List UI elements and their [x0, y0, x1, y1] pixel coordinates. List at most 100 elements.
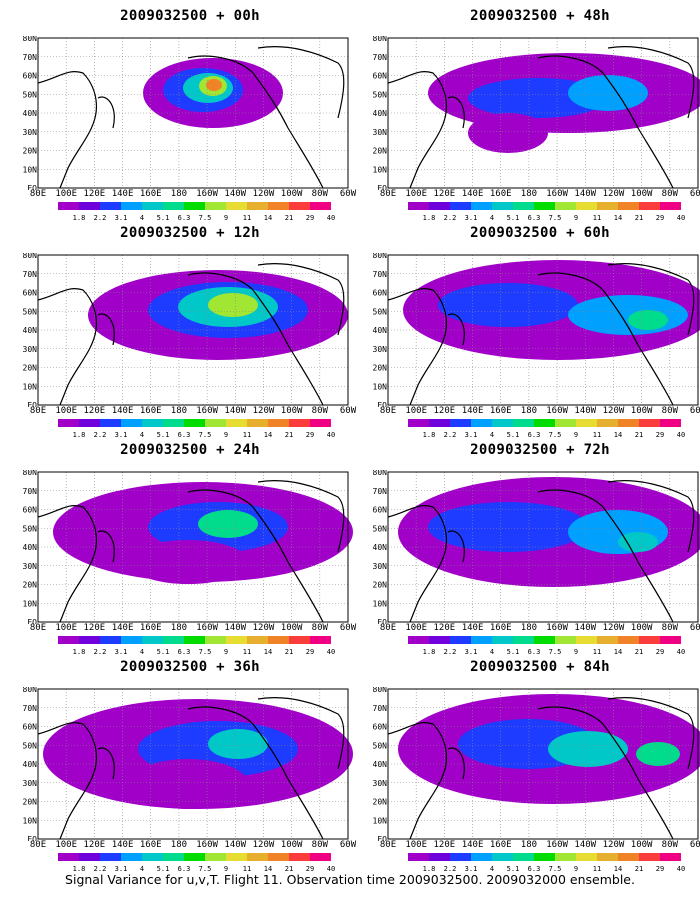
- map-frame: [387, 37, 699, 189]
- colorbar-swatch: [555, 419, 576, 427]
- longitude-label: 120E: [433, 189, 456, 199]
- longitude-label: 120E: [433, 840, 456, 850]
- colorbar-swatch: [471, 853, 492, 861]
- coastline: [37, 46, 345, 189]
- colorbar-swatch: [184, 636, 205, 644]
- colorbar-label: 1.8: [422, 865, 436, 873]
- variance-shading: [568, 75, 648, 111]
- colorbar-swatch: [289, 419, 310, 427]
- longitude-axis: 80E 100E 120E 140E 160E 180 160W 140W 120W 100W 80…: [370, 623, 700, 635]
- colorbar-label: 3.1: [114, 865, 128, 873]
- longitude-label: 120W: [252, 406, 275, 416]
- colorbar-swatch: [618, 419, 639, 427]
- longitude-label: 80W: [661, 840, 678, 850]
- colorbar-swatch: [513, 636, 534, 644]
- longitude-label: 160W: [196, 840, 218, 850]
- latitude-label: 60N: [23, 723, 38, 732]
- colorbar-label: 21: [634, 431, 644, 439]
- colorbar-label: 40: [326, 214, 336, 222]
- colorbar-swatch: [268, 202, 289, 210]
- latitude-label: 70N: [373, 704, 388, 713]
- longitude-label: 180: [520, 840, 538, 850]
- coastline: [387, 46, 695, 189]
- colorbar-swatch: [534, 202, 555, 210]
- colorbar-label: 21: [634, 865, 644, 873]
- latitude-label: 70N: [373, 270, 388, 279]
- colorbar-swatch: [576, 419, 597, 427]
- longitude-axis: 80E 100E 120E 140E 160E 180 160W 140W 120W 100W 80…: [20, 623, 360, 635]
- colorbar-label: 2.2: [93, 431, 107, 439]
- variance-map: 80N 70N 60N 50N 40N 30N 20N 10N EQ: [373, 687, 700, 841]
- colorbar-swatch: [534, 853, 555, 861]
- coastline: [37, 263, 345, 406]
- variance-shading: [548, 731, 628, 767]
- colorbar: 1.8 2.2 3.1 4 5.1 6.3 7.5 9 11 14 21 29 40: [20, 419, 360, 445]
- colorbar-label: 6.3: [177, 648, 191, 656]
- longitude-label: 180: [520, 189, 538, 199]
- colorbar-label: 4: [139, 648, 145, 656]
- variance-shading: [198, 510, 258, 538]
- longitude-label: 140W: [574, 623, 597, 633]
- colorbar-label: 14: [263, 214, 273, 222]
- coastline: [37, 697, 345, 840]
- colorbar-swatch: [121, 419, 142, 427]
- colorbar-swatch: [121, 853, 142, 861]
- longitude-label: 120W: [252, 840, 275, 850]
- latitude-label: 30N: [373, 779, 388, 788]
- colorbar-label: 21: [634, 214, 644, 222]
- latitude-label: 70N: [373, 53, 388, 62]
- colorbar-swatch: [513, 419, 534, 427]
- latitude-label: 50N: [373, 524, 388, 533]
- latitude-label: 50N: [373, 90, 388, 99]
- longitude-label: 140W: [574, 189, 597, 199]
- longitude-label: 160W: [546, 406, 568, 416]
- longitude-label: 100E: [55, 623, 78, 633]
- longitude-label: 120E: [83, 840, 106, 850]
- longitude-axis: 80E 100E 120E 140E 160E 180 160W 140W 120W 100W 80…: [370, 189, 700, 201]
- colorbar-swatch: [492, 636, 513, 644]
- longitude-label: 140E: [461, 406, 484, 416]
- colorbar-swatch: [163, 853, 184, 861]
- colorbar-swatch: [100, 636, 121, 644]
- colorbar-swatch: [660, 636, 681, 644]
- longitude-label: 60W: [689, 623, 700, 633]
- map-frame: [37, 688, 349, 840]
- latitude-label: 10N: [23, 599, 38, 608]
- colorbar-label: 40: [676, 648, 686, 656]
- colorbar-swatch: [247, 636, 268, 644]
- longitude-label: 80E: [29, 840, 47, 850]
- longitude-label: 80W: [311, 406, 328, 416]
- colorbar-label: 4: [139, 214, 145, 222]
- colorbar-label: 1.8: [72, 865, 86, 873]
- latitude-label: EQ: [377, 401, 387, 407]
- colorbar-label: 29: [305, 214, 315, 222]
- colorbar-swatch: [268, 419, 289, 427]
- longitude-label: 80E: [379, 189, 397, 199]
- colorbar-swatch: [226, 636, 247, 644]
- colorbar-swatch: [100, 202, 121, 210]
- colorbar-swatch: [289, 853, 310, 861]
- longitude-label: 140W: [224, 623, 247, 633]
- colorbar-label: 40: [326, 865, 336, 873]
- colorbar-label: 11: [592, 648, 602, 656]
- latitude-label: EQ: [377, 835, 387, 841]
- variance-shading: [206, 79, 222, 91]
- colorbar-swatch: [226, 853, 247, 861]
- colorbar-label: 4: [489, 648, 495, 656]
- longitude-label: 160E: [139, 406, 162, 416]
- longitude-label: 140E: [111, 840, 134, 850]
- longitude-label: 120W: [602, 623, 625, 633]
- colorbar-label: 2.2: [93, 214, 107, 222]
- colorbar-label: 6.3: [527, 865, 541, 873]
- longitude-label: 140E: [461, 840, 484, 850]
- latitude-label: 10N: [23, 816, 38, 825]
- longitude-label: 60W: [689, 406, 700, 416]
- colorbar-label: 5.1: [156, 431, 170, 439]
- colorbar-label: 21: [634, 648, 644, 656]
- colorbar: 1.8 2.2 3.1 4 5.1 6.3 7.5 9 11 14 21 29 40: [20, 202, 360, 228]
- colorbar-label: 6.3: [527, 648, 541, 656]
- variance-map: 80N 70N 60N 50N 40N 30N 20N 10N EQ: [373, 470, 700, 624]
- colorbar-swatch: [450, 853, 471, 861]
- colorbar-label: 14: [613, 214, 623, 222]
- colorbar-label: 9: [223, 648, 229, 656]
